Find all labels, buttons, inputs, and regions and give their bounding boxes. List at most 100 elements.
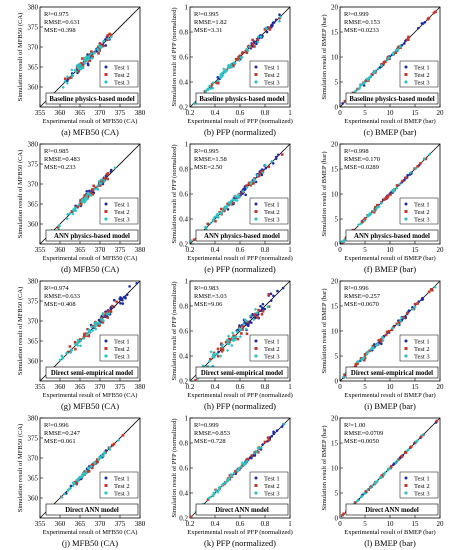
data-point [91,466,94,470]
points-layer [341,10,437,105]
data-point [62,492,67,496]
x-axis-label: Experimental result of BMEP (bar) [344,529,435,536]
legend-marker [254,484,258,487]
data-point [227,337,231,341]
data-point [253,307,258,311]
x-tick-label: 15 [412,383,420,391]
data-point [79,339,83,343]
data-point [85,197,90,201]
data-point [245,186,249,190]
data-point [252,177,256,181]
data-point [396,47,400,51]
data-point [221,70,225,74]
data-point [233,61,237,66]
data-point [269,292,273,296]
data-point [265,27,269,31]
data-point [227,476,232,481]
x-tick-label: 5 [363,109,367,117]
data-point [166,128,169,131]
data-point [256,450,260,454]
y-tick-label: 380 [28,4,39,12]
data-point [445,410,448,413]
data-point [366,78,370,82]
legend-label: Test 2 [414,483,430,490]
data-point [97,324,101,327]
data-point [86,56,90,59]
stat-label: R²=0.983 [194,285,219,292]
data-point [405,449,410,453]
data-point [241,189,245,194]
y-tick-label: 380 [28,141,39,149]
data-point [93,325,97,329]
model-title: ANN physics-based model [54,233,130,240]
x-axis-label: Experimental result of PFP (normalized) [187,529,293,536]
stat-label: RMSE=0.153 [344,19,380,26]
y-tick-label: 0.6 [179,54,188,62]
data-point [105,312,109,316]
data-point [99,42,102,45]
stat-label: RMSE=0.0709 [344,430,383,437]
data-point [216,81,220,85]
legend-marker [254,339,258,343]
stat-label: RMSE=0.631 [44,19,80,26]
data-point [82,336,86,341]
data-point [241,322,246,326]
data-point [79,65,82,69]
data-point [395,184,399,187]
data-point [228,474,232,477]
data-point [99,456,103,460]
legend-marker [104,65,108,69]
data-point [215,352,219,356]
data-point [83,194,86,197]
y-tick-label: 365 [28,64,39,72]
panel-caption: (c) BMEP (bar) [363,127,416,137]
data-point [110,304,114,308]
data-point [369,74,373,78]
data-point [124,296,127,300]
data-point [94,186,97,189]
data-point [116,438,121,442]
y-tick-label: 0.6 [179,328,188,336]
data-point [419,435,423,438]
model-title-box [345,366,439,379]
model-title: Baseline physics-based model [199,96,284,103]
data-point [208,359,212,363]
data-point [211,355,215,359]
model-title: Direct semi-empirical model [201,370,283,377]
data-point [341,102,344,105]
legend-marker [404,80,408,84]
data-point [353,501,357,504]
data-point [427,290,431,294]
x-tick-label: 355 [35,383,46,391]
data-point [373,69,378,73]
data-point [251,38,254,42]
x-tick-label: 0 [338,246,342,254]
data-point [249,183,253,187]
data-point [241,328,244,331]
data-point [75,341,80,345]
data-point [65,81,69,85]
data-point [406,173,409,177]
x-tick-label: 375 [115,109,126,117]
legend-label: Test 1 [414,64,430,71]
data-point [190,517,191,518]
data-point [244,319,249,323]
data-point [91,55,94,58]
data-point [244,193,247,197]
data-point [91,328,95,333]
points-layer [60,434,125,499]
x-tick-label: 15 [412,520,420,528]
legend-label: Test 3 [264,353,280,360]
x-tick-label: 380 [135,246,146,254]
data-point [87,330,91,334]
stat-label: R²=0.985 [44,148,69,155]
data-point [233,334,237,338]
panel-caption: (i) BMEP (bar) [364,401,416,411]
data-point [140,277,143,280]
legend-marker [404,73,408,76]
data-point [318,398,321,401]
data-point [257,308,260,312]
